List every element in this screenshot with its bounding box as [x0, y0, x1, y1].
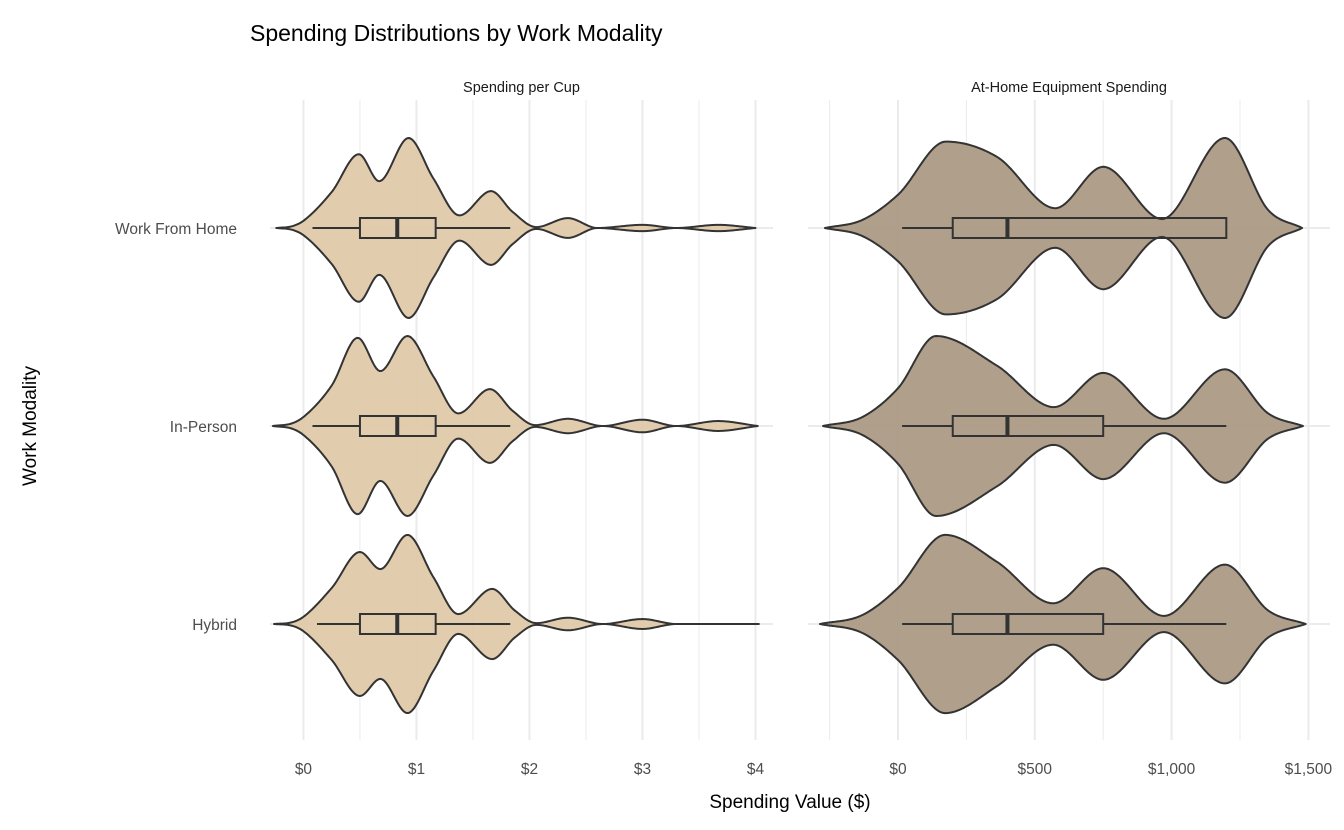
violin-work-from-home — [823, 137, 1304, 319]
box-iqr — [951, 217, 1228, 239]
x-tick-label: $3 — [634, 761, 651, 778]
x-tick-label: $500 — [1018, 761, 1053, 778]
x-tick-label: $4 — [747, 761, 765, 778]
x-tick-label: $0 — [889, 761, 907, 778]
violin-hybrid — [273, 533, 760, 715]
panel-spending-per-cup: Spending per Cup $0 $1 $2 $3 $4 — [270, 80, 773, 778]
x-axis-title: Spending Value ($) — [709, 792, 870, 813]
chart-title: Spending Distributions by Work Modality — [250, 20, 663, 46]
violin-hybrid — [819, 533, 1307, 715]
x-tick-label: $1,500 — [1285, 761, 1333, 778]
x-tick-label: $2 — [521, 761, 538, 778]
panel-equipment-spending: At-Home Equipment Spending $0 $500 $1,000 $1… — [808, 80, 1332, 778]
y-tick-label: Work From Home — [115, 221, 237, 238]
y-tick-label: In-Person — [170, 419, 237, 436]
facet-strip-label: Spending per Cup — [463, 80, 580, 96]
violin-in-person — [271, 335, 759, 517]
x-tick-label: $1,000 — [1148, 761, 1196, 778]
violin-in-person — [822, 335, 1304, 517]
violin-work-from-home — [275, 137, 757, 319]
box-iqr — [951, 613, 1105, 635]
box-iqr — [951, 415, 1105, 437]
facet-strip-label: At-Home Equipment Spending — [971, 80, 1167, 96]
y-axis-title: Work Modality — [20, 365, 41, 486]
x-tick-label: $0 — [295, 761, 313, 778]
y-tick-label: Hybrid — [192, 617, 237, 634]
x-tick-label: $1 — [408, 761, 425, 778]
